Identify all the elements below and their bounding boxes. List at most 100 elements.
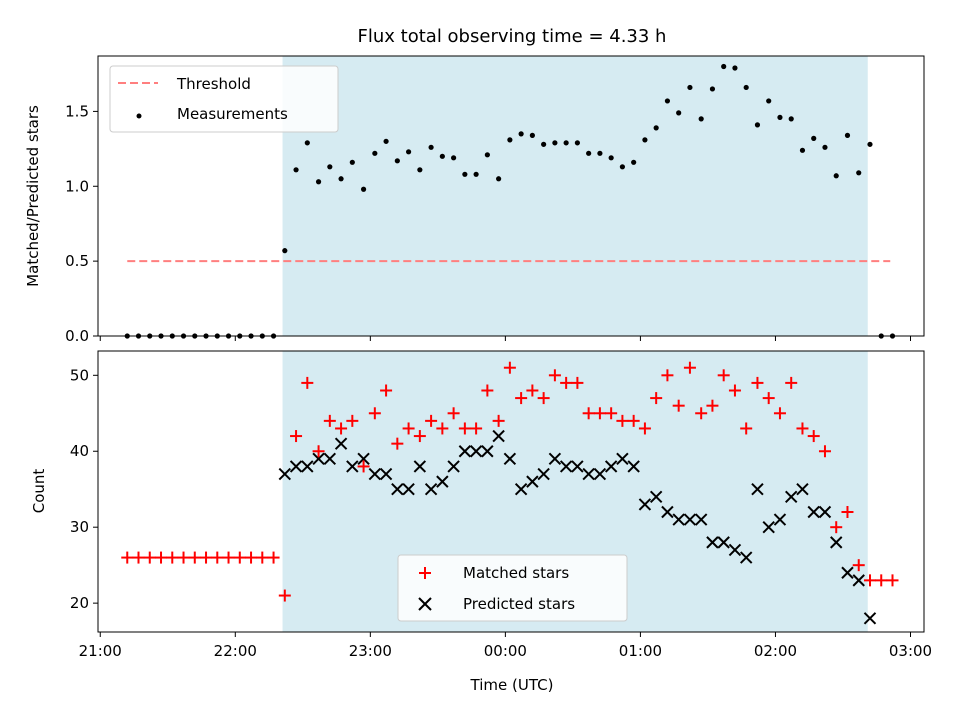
predicted-star-stroke — [694, 513, 708, 526]
top-panel: 0.0 0.5 1.0 1.5 Matched/Predicted stars Thr… — [24, 55, 925, 345]
predicted-star-marker — [559, 460, 573, 473]
bottom-legend-box — [397, 554, 628, 622]
measurement-point — [282, 248, 288, 254]
matched-star-marker — [256, 551, 269, 564]
top-y-tick-label: 0.5 — [65, 252, 89, 270]
matched-star-marker — [751, 376, 764, 389]
predicted-star-marker — [649, 490, 663, 504]
measurement-point — [529, 132, 535, 138]
predicted-star-marker — [661, 505, 674, 519]
matched-star-marker — [413, 430, 426, 443]
top-axes-frame — [97, 55, 925, 337]
predicted-star-marker — [278, 467, 292, 481]
matched-star-marker — [233, 551, 246, 564]
matched-star-marker — [515, 392, 528, 405]
measurement-point — [732, 65, 738, 71]
predicted-star-stroke — [379, 467, 393, 481]
matched-star-marker — [807, 430, 820, 443]
x-axis-label: Time (UTC) — [470, 676, 554, 694]
matched-star-marker — [470, 422, 483, 435]
measurement-point — [360, 186, 367, 192]
matched-star-marker — [211, 551, 224, 564]
top-observing-span — [282, 56, 868, 336]
measurement-point — [484, 152, 490, 158]
matched-star-marker — [143, 551, 156, 564]
predicted-star-stroke — [458, 445, 472, 458]
measurement-point — [473, 171, 479, 177]
predicted-star-stroke — [548, 452, 562, 466]
matched-star-marker — [863, 574, 876, 587]
predicted-star-stroke — [627, 460, 640, 473]
matched-star-marker — [323, 414, 336, 427]
predicted-star-marker — [638, 498, 652, 511]
measurement-point — [304, 140, 310, 146]
predicted-star-stroke — [526, 475, 539, 488]
predicted-star-marker — [548, 452, 562, 466]
predicted-star-marker — [323, 452, 337, 466]
predicted-star-stroke — [593, 467, 607, 481]
predicted-star-marker — [447, 460, 460, 473]
predicted-star-marker — [289, 460, 303, 473]
x-tick-label: 02:00 — [754, 642, 797, 660]
matched-star-marker — [526, 384, 539, 397]
matched-star-marker — [706, 399, 719, 412]
measurement-point — [586, 150, 592, 156]
measurement-point — [541, 141, 547, 147]
matched-star-marker — [121, 551, 134, 564]
predicted-star-marker — [379, 467, 393, 481]
predicted-star-stroke — [514, 483, 528, 496]
matched-star-marker — [492, 414, 505, 427]
matched-star-marker — [391, 437, 404, 450]
top-axis-ticks: 0.0 0.5 1.0 1.5 — [65, 102, 911, 345]
measurement-point — [293, 167, 299, 173]
predicted-star-stroke — [728, 543, 742, 557]
measurement-point — [833, 173, 839, 179]
measurement-point — [754, 122, 761, 128]
measurement-point — [507, 137, 513, 143]
bottom-legend: Matched stars Predicted stars — [397, 554, 628, 622]
measurement-point — [631, 159, 637, 165]
predicted-star-marker — [728, 543, 742, 557]
measurement-point — [664, 98, 671, 104]
predicted-star-marker — [436, 475, 449, 488]
matched-star-marker — [818, 445, 831, 458]
matched-star-marker — [155, 551, 168, 564]
predicted-star-stroke — [683, 513, 697, 526]
matched-star-marker — [683, 361, 696, 374]
predicted-star-marker — [368, 467, 382, 481]
matched-star-marker — [830, 521, 843, 534]
predicted-star-marker — [593, 467, 607, 481]
predicted-star-marker — [526, 475, 539, 488]
measurement-point — [743, 84, 749, 91]
matched-star-marker — [312, 445, 325, 458]
predicted-star-marker — [683, 513, 697, 526]
predicted-star-marker — [751, 483, 764, 496]
measurement-point — [619, 164, 626, 170]
measurement-point — [372, 150, 378, 156]
predicted-star-marker — [739, 551, 753, 564]
legend-measurements-label: Measurements — [177, 105, 288, 123]
matched-star-marker — [560, 376, 573, 389]
matched-star-marker — [200, 551, 213, 564]
matched-star-marker — [346, 414, 359, 427]
predicted-star-stroke — [312, 452, 325, 466]
matched-star-marker — [335, 422, 348, 435]
legend-threshold-label: Threshold — [176, 75, 251, 93]
matched-star-marker — [380, 384, 393, 397]
measurement-point — [574, 140, 580, 146]
matched-star-marker — [290, 430, 303, 443]
predicted-star-marker — [604, 460, 618, 473]
predicted-star-marker — [391, 483, 404, 496]
bottom-data-marks — [121, 361, 899, 625]
x-tick-label: 21:00 — [79, 642, 122, 660]
predicted-star-marker — [582, 467, 595, 481]
predicted-star-marker — [863, 612, 877, 625]
matched-star-marker — [762, 392, 775, 405]
bottom-y-axis-label: Count — [30, 469, 48, 514]
bottom-y-tick-label: 50 — [70, 366, 89, 384]
matched-star-marker — [503, 361, 516, 374]
measurement-point — [338, 176, 344, 182]
predicted-star-stroke — [503, 452, 517, 466]
predicted-star-marker — [402, 483, 415, 496]
matched-star-marker — [650, 392, 663, 405]
